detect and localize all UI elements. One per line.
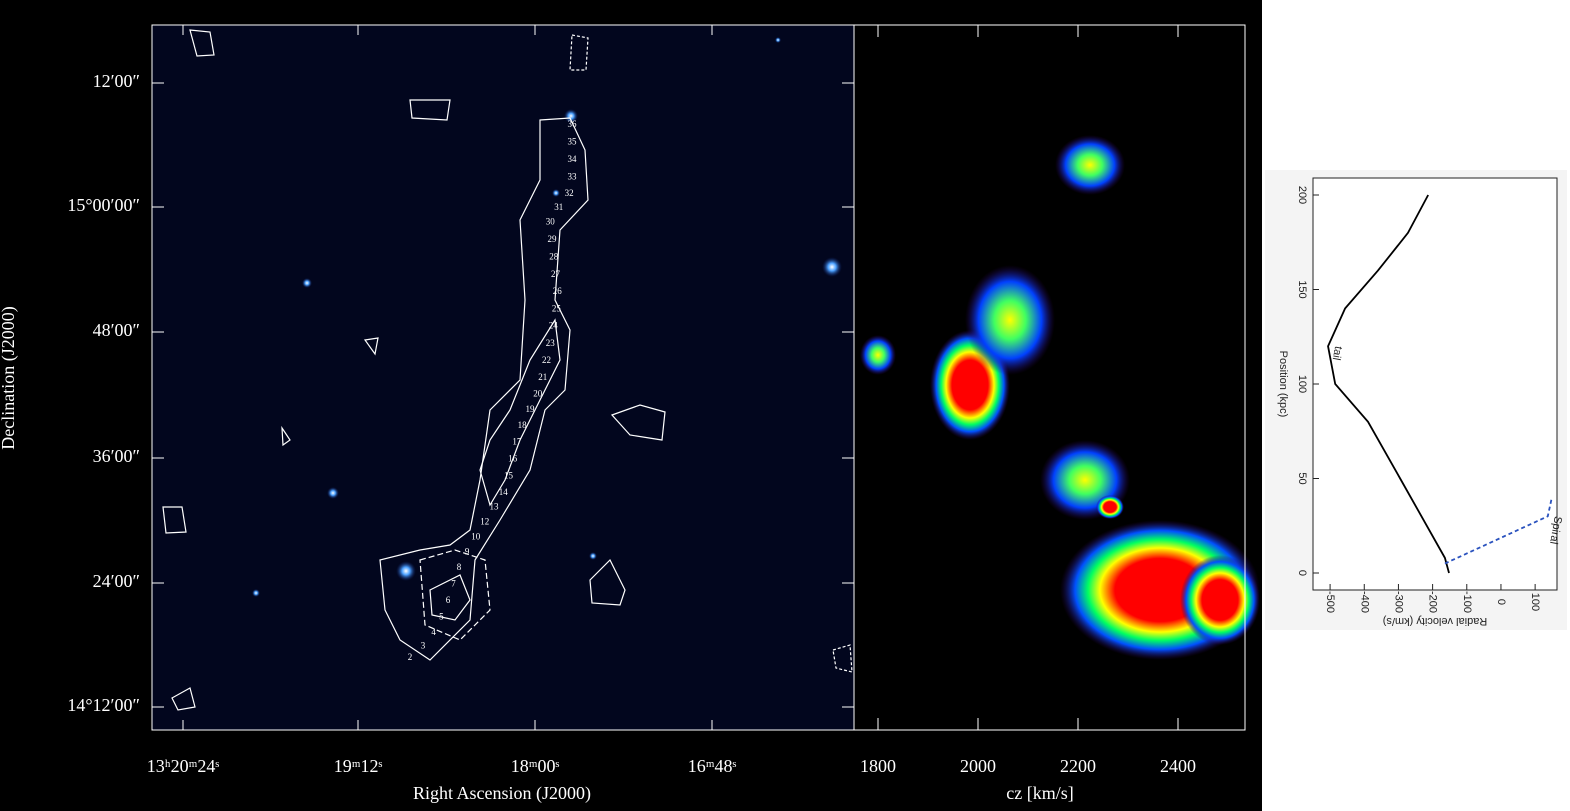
- line: [1327, 194, 1450, 574]
- contour-label: 27: [551, 269, 561, 279]
- x-tick-label: 100: [1296, 375, 1308, 393]
- y-axis-label: Declination (J2000): [0, 306, 19, 449]
- x-tick-label: 2400: [1160, 756, 1196, 776]
- contour-label: 3: [421, 640, 426, 650]
- contour-label: 20: [533, 389, 543, 399]
- contour-label: 12: [480, 516, 489, 526]
- contour-label: 14: [499, 487, 509, 497]
- pv-emission: [860, 135, 1260, 660]
- contour-label: 25: [552, 303, 562, 313]
- contour-label: 7: [451, 579, 456, 589]
- contour-label: 35: [568, 137, 578, 147]
- contour-label: 16: [508, 453, 518, 463]
- x-tick-label: 200: [1296, 186, 1308, 204]
- contour-label: 4: [431, 627, 436, 637]
- x-tick-label: 16ᵐ48ˢ: [688, 756, 737, 776]
- x-tick-label: 13ʰ20ᵐ24ˢ: [147, 756, 220, 776]
- contour-label: 24: [549, 321, 559, 331]
- stars: [252, 37, 842, 597]
- frames: [151, 24, 1246, 731]
- x-tick-label: 19ᵐ12ˢ: [334, 756, 383, 776]
- y-tick-label: 48′00″: [93, 320, 140, 340]
- contour-label: 18: [518, 420, 528, 430]
- contour-label: 15: [504, 470, 514, 480]
- y-tick-label: 0: [1495, 599, 1507, 605]
- contour-label: 29: [547, 234, 557, 244]
- x-tick-label: 2200: [1060, 756, 1096, 776]
- y-tick-label: 12′00″: [93, 71, 140, 91]
- inset-x-label: Position (kpc): [1277, 351, 1289, 418]
- contour-label: 21: [538, 372, 547, 382]
- contour-label: 8: [457, 562, 462, 572]
- inset-y-label: Radial velocity (km/s): [1383, 615, 1488, 627]
- y-tick-label: -200: [1427, 591, 1439, 613]
- contours: [162, 29, 853, 711]
- series-label: tail: [1330, 345, 1344, 361]
- contour-label: 28: [549, 251, 559, 261]
- y-tick-label: -100: [1461, 591, 1473, 613]
- contour-label: 32: [565, 188, 574, 198]
- y-tick-label: 100: [1529, 593, 1541, 611]
- contour-label: 31: [554, 202, 563, 212]
- y-tick-label: -500: [1324, 591, 1336, 613]
- x-tick-label: 18ᵐ00ˢ: [511, 756, 560, 776]
- optical-image: [152, 25, 854, 730]
- contour-label: 19: [525, 404, 535, 414]
- contour-label: 13: [490, 502, 500, 512]
- x-tick-label: 1800: [860, 756, 896, 776]
- contour-label: 33: [568, 171, 578, 181]
- contour-label: 36: [568, 119, 578, 129]
- contour-label: 10: [471, 531, 481, 541]
- contour-label: 9: [465, 547, 470, 557]
- line: [1444, 497, 1553, 565]
- y-tick-label: -400: [1358, 591, 1370, 613]
- x-tick-label: 150: [1296, 280, 1308, 298]
- y-tick-label: -300: [1393, 591, 1405, 613]
- contour-label: 22: [542, 355, 551, 365]
- x-axis-label: Right Ascension (J2000): [413, 783, 591, 804]
- contour-label: 30: [546, 217, 556, 227]
- contour-label: 26: [553, 286, 563, 296]
- contour-label: 6: [446, 595, 451, 605]
- x-tick-label: 2000: [960, 756, 996, 776]
- y-tick-label: 36′00″: [93, 446, 140, 466]
- contour-label: 23: [546, 338, 556, 348]
- y-tick-label: 15°00′00″: [67, 195, 140, 215]
- inset-frame: [1312, 177, 1558, 591]
- contour-label: 5: [439, 611, 444, 621]
- x-tick-label: 0: [1296, 570, 1308, 576]
- series-label: Spiral: [1547, 515, 1564, 545]
- y-tick-label: 24′00″: [93, 571, 140, 591]
- contour-label: 17: [512, 436, 522, 446]
- x-axis-label: cz [km/s]: [1006, 783, 1073, 803]
- contour-label: 34: [568, 154, 578, 164]
- contour-label: 2: [408, 652, 413, 662]
- x-tick-label: 50: [1296, 472, 1308, 484]
- y-tick-label: 14°12′00″: [67, 695, 140, 715]
